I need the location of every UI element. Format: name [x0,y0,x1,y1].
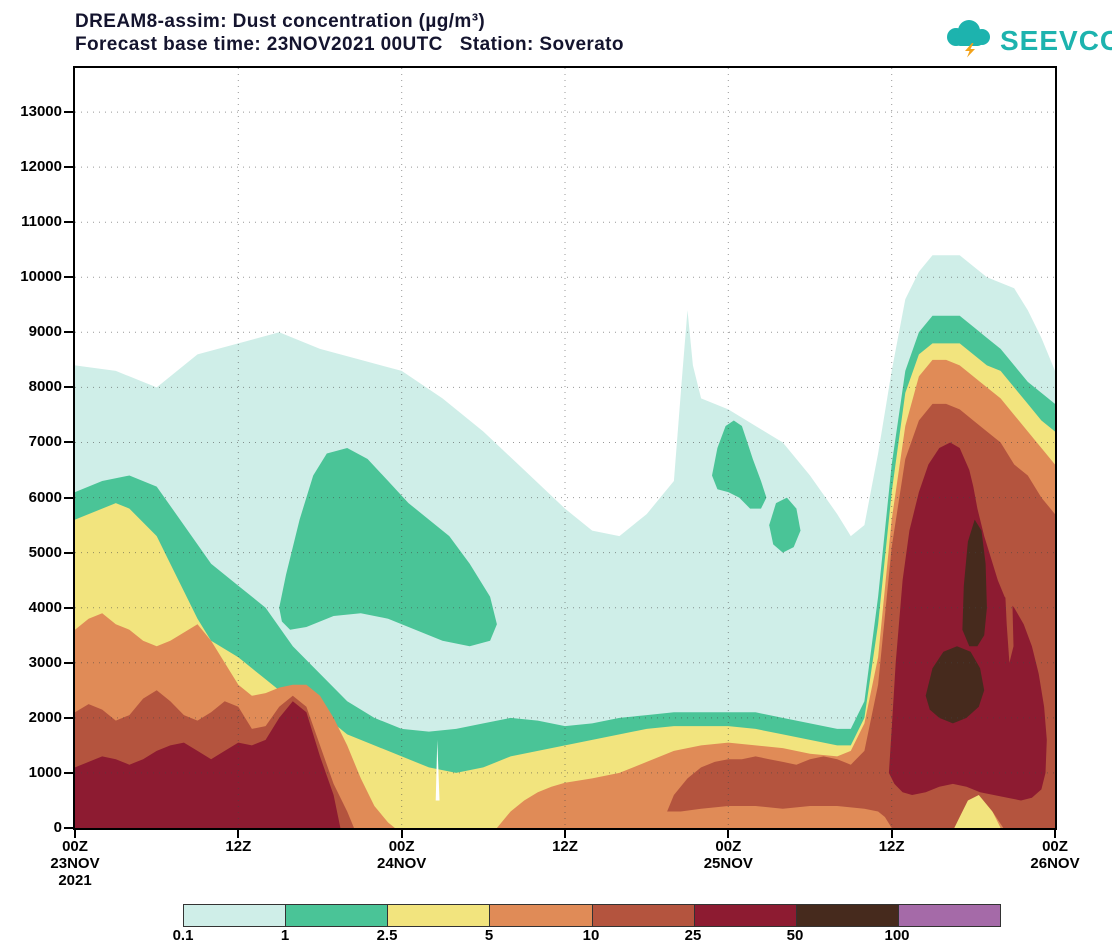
contour-region-green-patch-upper [712,420,767,509]
colorbar-label: 1 [280,927,290,944]
x-axis-label-line: 12Z [878,838,905,855]
x-axis-label-line: 2021 [58,872,92,889]
contour-region-darkbrown-low [925,646,985,724]
contour-region-darkbrown-high [962,519,987,647]
seevccc-logo: SEEVCCC [942,18,1112,63]
y-axis-label: 1000 [28,763,62,781]
x-axis-label: 12Z [847,838,937,855]
x-axis-tick [237,830,240,838]
y-axis-tick [64,716,74,719]
dust-contour-svg [75,68,1055,828]
x-axis-label-line: 00Z [62,838,88,855]
x-axis-label: 12Z [193,838,283,855]
y-axis-tick [64,386,74,389]
x-axis-label: 00Z 25NOV [683,838,773,872]
colorbar-label: 10 [582,927,600,944]
x-axis-label-line: 12Z [225,838,252,855]
y-axis-tick [64,441,74,444]
y-axis-tick [64,111,74,114]
y-axis-tick [64,166,74,169]
y-axis-label: 10000 [20,268,62,286]
y-axis-label: 0 [53,819,62,836]
contour-region-white-sliver [435,739,440,801]
y-axis-tick [64,661,74,664]
plot-area [73,66,1057,830]
x-axis-label-line: 24NOV [377,855,427,872]
y-axis-label: 8000 [28,378,62,396]
y-axis-label: 12000 [20,158,62,176]
x-axis-label-line: 12Z [552,838,578,855]
y-axis-label: 13000 [20,103,62,121]
y-axis-label: 11000 [21,213,62,231]
y-axis-tick [64,276,74,279]
y-axis-label: 4000 [28,598,62,616]
cloud-lightning-icon [942,18,996,63]
y-axis-label: 3000 [28,653,62,671]
colorbar-segment-10 [592,905,695,926]
colorbar-segment-1 [286,905,389,926]
colorbar-label: 5 [484,927,494,944]
x-axis-tick [74,830,76,838]
y-axis-label: 5000 [28,543,62,561]
y-axis-tick [64,771,74,774]
colorbar-segment-50 [796,905,899,926]
x-axis-label: 12Z [520,838,610,855]
y-axis-tick [64,331,74,334]
contour-region-maroon-left [75,701,341,828]
x-axis-label-line: 26NOV [1030,855,1080,872]
x-axis-tick [400,830,403,838]
colorbar [183,904,1001,927]
x-axis-tick [890,830,893,838]
y-axis-label: 6000 [28,488,62,506]
contour-region-brick-crack [1004,536,1014,663]
colorbar-segment-2.5 [388,905,491,926]
colorbar-segment-100 [898,905,1000,926]
colorbar-segment-25 [694,905,797,926]
x-axis-label-line: 25NOV [703,855,753,872]
x-axis-label-line: 00Z [388,838,415,855]
colorbar-segment-5 [490,905,593,926]
y-axis-label: 9000 [28,323,62,341]
logo-text: SEEVCCC [1000,24,1112,56]
y-axis-tick [64,221,74,224]
x-axis-tick [1054,830,1056,838]
x-axis-label: 00Z 23NOV 2021 [30,838,120,889]
x-axis-label: 00Z 26NOV [1010,838,1100,872]
x-axis-label: 00Z 24NOV [357,838,447,872]
chart-subtitle: Forecast base time: 23NOV2021 00UTC Stat… [75,34,624,55]
y-axis-label: 2000 [28,708,62,726]
colorbar-label: 0.1 [172,927,194,944]
colorbar-label: 100 [884,927,910,944]
colorbar-segment-0.1 [184,905,287,926]
x-axis-label-line: 00Z [1042,838,1068,855]
chart-header: DREAM8-assim: Dust concentration (µg/m³)… [75,10,624,56]
x-axis-label-line: 00Z [715,838,742,855]
x-axis-label-line: 23NOV [50,855,100,872]
y-axis-tick [64,827,74,829]
colorbar-label: 2.5 [376,927,398,944]
x-axis-tick [564,830,566,838]
y-axis-tick [64,496,74,499]
chart-title: DREAM8-assim: Dust concentration (µg/m³) [75,11,486,32]
colorbar-label: 25 [684,927,702,944]
x-axis-tick [727,830,730,838]
colorbar-label: 50 [786,927,804,944]
y-axis-tick [64,551,74,554]
contour-region-green-patch-small [769,497,801,553]
y-axis-label: 7000 [28,433,62,451]
y-axis-tick [64,606,74,609]
colorbar-labels: 0.1 1 2.5 5 10 25 50 100 [173,927,999,944]
